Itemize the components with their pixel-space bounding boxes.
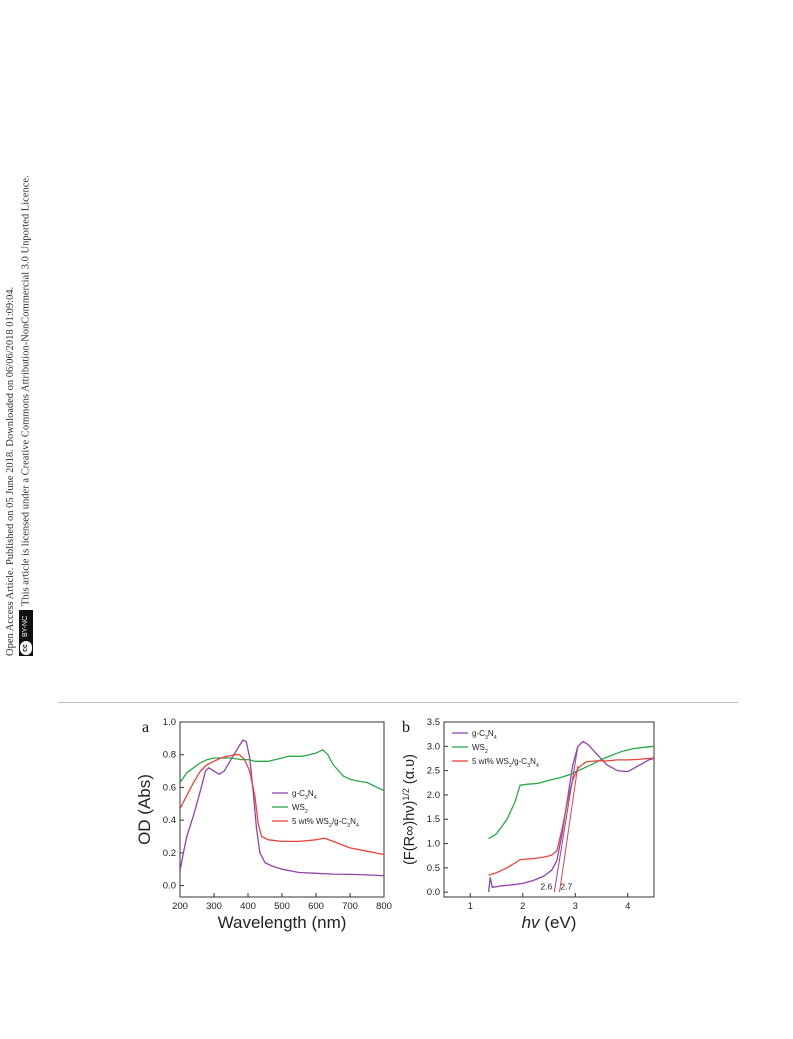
header-divider (58, 702, 738, 703)
banner-line-published: Open Access Article. Published on 05 Jun… (5, 286, 16, 656)
y-tick-label-b: 1.5 (427, 814, 440, 825)
y-tick-label-a: 0.2 (163, 848, 176, 859)
tangent-line-1 (559, 765, 579, 893)
x-tick-label-a: 700 (342, 901, 358, 912)
x-tick-label-a: 600 (308, 901, 324, 912)
panel-label-b: b (402, 719, 410, 736)
x-tick-label-b: 2 (520, 901, 525, 912)
plot-area-b (487, 740, 654, 893)
legend-label-b-1: WS2 (472, 743, 488, 755)
x-tick-label-a: 200 (172, 901, 188, 912)
y-axis-label-a: OD (Abs) (135, 774, 154, 845)
legend-label-b-2: 5 wt% WS2/g-C3N4 (472, 757, 539, 769)
x-tick-label-a: 400 (240, 901, 256, 912)
legend-label-b-0: g-C3N4 (472, 729, 497, 741)
x-tick-label-a: 800 (376, 901, 392, 912)
plot-frame-b (443, 721, 655, 898)
y-tick-label-b: 0.5 (427, 863, 440, 874)
x-tick-label-b: 3 (573, 901, 578, 912)
legend-b: g-C3N4 WS2 5 wt% WS2/g-C3N4 (452, 729, 539, 769)
legend-a: g-C3N4 WS2 5 wt% WS2/g-C3N4 (272, 789, 359, 829)
series-line-a-1 (180, 749, 384, 792)
annotation-0: 2.6 (540, 882, 552, 892)
banner-line-license: cc BY-NC This article is licensed under … (19, 128, 34, 656)
open-access-text: Open Access Article. Published on 05 Jun… (4, 128, 38, 656)
y-tick-label-b: 0.0 (427, 887, 440, 898)
y-tick-label-b: 3.0 (427, 741, 440, 752)
figure: a 200 300 400 500 600 700 800 0.0 0.2 0.4 0.6 0.8 1.0… (134, 712, 664, 947)
plot-area-a (180, 739, 384, 877)
legend-label-a-2: 5 wt% WS2/g-C3N4 (292, 817, 359, 829)
tangent-line-0 (553, 746, 579, 893)
y-tick-label-b: 2.5 (427, 766, 440, 777)
y-tick-label-a: 0.8 (163, 750, 176, 761)
x-tick-label-a: 300 (206, 901, 222, 912)
plot-frame-a (179, 721, 385, 898)
y-tick-label-b: 1.0 (427, 839, 440, 850)
annotation-1: 2.7 (560, 882, 572, 892)
y-tick-label-a: 0.4 (163, 815, 176, 826)
y-tick-label-a: 0.6 (163, 782, 176, 793)
panel-label-a: a (142, 719, 149, 736)
series-line-b-1 (488, 745, 654, 840)
cc-badge-label: BY-NC (22, 615, 29, 637)
x-tick-label-b: 1 (468, 901, 473, 912)
x-axis-label-b: hv (eV) (522, 913, 577, 932)
series-line-a-0 (180, 739, 384, 877)
y-tick-label-a: 0.0 (163, 881, 176, 892)
panel-b: b 1 2 3 4 0.0 0.5 1.0 1.5 2.0 2.5 3.0 3.5 hv (eV) (F(R… (401, 717, 655, 932)
y-tick-label-a: 1.0 (163, 717, 176, 728)
legend-label-a-0: g-C3N4 (292, 789, 317, 801)
figure-svg: a 200 300 400 500 600 700 800 0.0 0.2 0.4 0.6 0.8 1.0… (135, 717, 655, 932)
open-access-banner: Open Access Article. Published on 05 Jun… (4, 128, 38, 656)
x-tick-label-b: 4 (625, 901, 630, 912)
y-axis-label-b: (F(R∞)hν)1/2 (α.υ) (401, 754, 418, 865)
series-line-b-2 (488, 757, 654, 876)
y-tick-label-b: 2.0 (427, 790, 440, 801)
x-tick-label-a: 500 (274, 901, 290, 912)
legend-label-a-1: WS2 (292, 803, 308, 815)
panel-a: a 200 300 400 500 600 700 800 0.0 0.2 0.4 0.6 0.8 1.0… (135, 717, 392, 932)
y-tick-label-b: 3.5 (427, 717, 440, 728)
cc-license-badge[interactable]: cc BY-NC (19, 610, 33, 656)
series-line-a-2 (180, 754, 384, 856)
cc-icon: cc (20, 641, 32, 655)
x-axis-label-a: Wavelength (nm) (218, 913, 347, 932)
license-text: This article is licensed under a Creativ… (20, 175, 32, 606)
